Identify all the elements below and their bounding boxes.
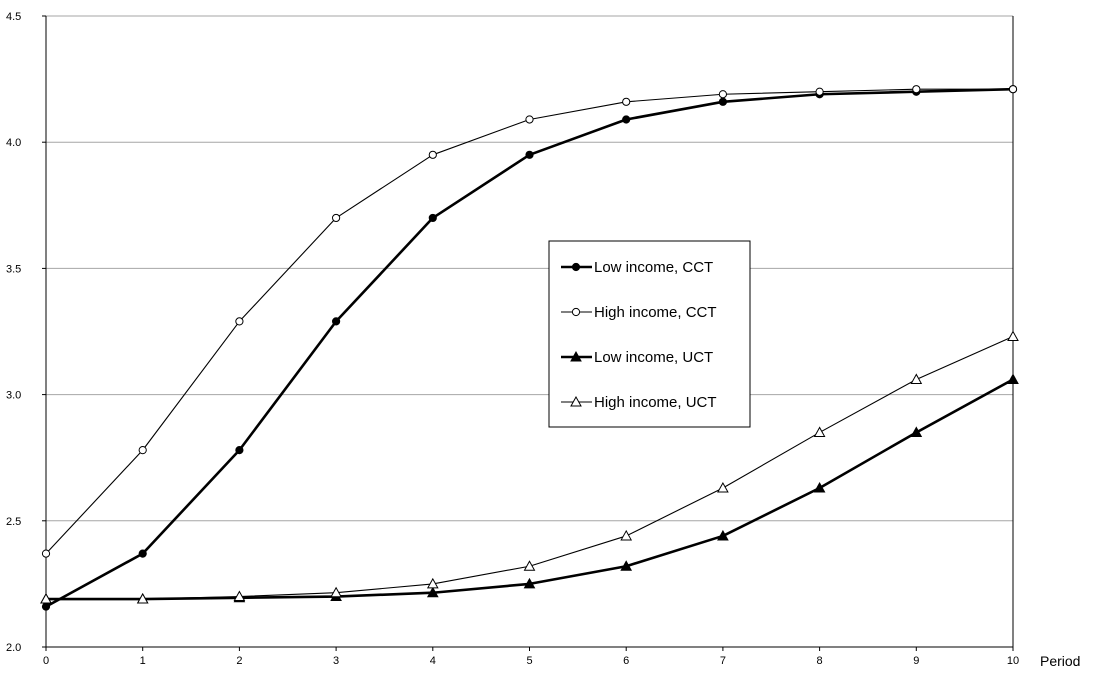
data-point — [622, 97, 631, 106]
x-tick-label: 8 — [817, 655, 823, 667]
data-point — [717, 481, 729, 493]
legend-item: Low income, CCT — [561, 259, 713, 276]
axes — [42, 15, 1014, 651]
y-tick-label: 2.5 — [6, 516, 21, 528]
data-point — [622, 115, 631, 124]
x-tick-label: 0 — [43, 655, 49, 667]
legend-marker — [570, 350, 582, 362]
legend-label: High income, UCT — [594, 394, 717, 411]
data-point — [815, 87, 824, 96]
data-point — [717, 529, 729, 541]
data-point — [235, 446, 244, 455]
x-tick-label: 5 — [526, 655, 532, 667]
legend-box — [548, 240, 751, 428]
data-point — [138, 446, 147, 455]
x-tick-label: 3 — [333, 655, 339, 667]
x-axis-label: Period — [1040, 653, 1080, 669]
series-3 — [40, 330, 1019, 604]
data-point — [912, 85, 921, 94]
data-point — [332, 213, 341, 223]
data-point — [1008, 85, 1018, 94]
series-line — [45, 87, 1014, 608]
data-point — [233, 590, 246, 602]
data-point — [910, 426, 923, 437]
x-tick-label: 9 — [913, 655, 919, 667]
data-point — [428, 213, 437, 223]
x-tick-label: 2 — [236, 655, 242, 667]
data-point — [332, 317, 341, 326]
series-line — [46, 336, 1014, 600]
x-tick-label: 1 — [140, 655, 146, 667]
data-point — [813, 481, 826, 493]
data-point — [525, 115, 534, 124]
y-tick-label: 3.5 — [6, 263, 21, 275]
data-point — [136, 593, 149, 604]
series-group — [40, 85, 1019, 611]
data-point — [523, 577, 536, 589]
legend: Low income, CCT High income, CCT Low incom… — [548, 240, 751, 428]
data-point — [41, 549, 51, 558]
data-point — [525, 150, 534, 159]
data-point — [426, 577, 439, 589]
legend-item: Low income, UCT — [561, 349, 713, 366]
data-point — [620, 560, 633, 571]
data-point — [330, 586, 342, 598]
y-tick-labels: 2.0 2.5 3.0 3.5 4.0 4.5 — [6, 11, 21, 654]
data-point — [138, 549, 147, 558]
data-point — [40, 593, 52, 604]
series-0 — [41, 85, 1018, 611]
legend-item: High income, UCT — [561, 394, 717, 411]
data-point — [813, 426, 826, 437]
x-tick-label: 10 — [1007, 655, 1019, 667]
data-point — [426, 586, 439, 598]
data-point — [910, 373, 923, 384]
data-point — [718, 97, 728, 106]
x-tick-label: 6 — [623, 655, 629, 667]
y-tick-label: 2.0 — [6, 642, 21, 654]
legend-label: Low income, UCT — [594, 349, 713, 366]
legend-marker — [571, 307, 581, 317]
data-point — [41, 602, 51, 611]
legend-label: Low income, CCT — [594, 259, 713, 276]
data-point — [235, 317, 244, 326]
x-tick-label: 4 — [430, 655, 436, 667]
x-tick-labels: 0 1 2 3 4 5 6 7 8 9 10 — [43, 655, 1019, 667]
data-point — [428, 150, 437, 159]
data-point — [718, 90, 728, 99]
y-tick-label: 4.5 — [6, 11, 21, 23]
x-tick-label: 7 — [720, 655, 726, 667]
gridlines — [46, 15, 1013, 522]
data-point — [1007, 373, 1019, 384]
legend-marker — [570, 395, 582, 407]
y-tick-label: 3.0 — [6, 390, 21, 402]
data-point — [1007, 330, 1019, 342]
data-point — [523, 560, 536, 571]
legend-label: High income, CCT — [594, 304, 717, 321]
legend-item: High income, CCT — [561, 304, 717, 321]
data-point — [620, 529, 633, 541]
y-tick-label: 4.0 — [6, 137, 21, 149]
legend-marker — [571, 262, 581, 272]
series-1 — [41, 85, 1018, 558]
